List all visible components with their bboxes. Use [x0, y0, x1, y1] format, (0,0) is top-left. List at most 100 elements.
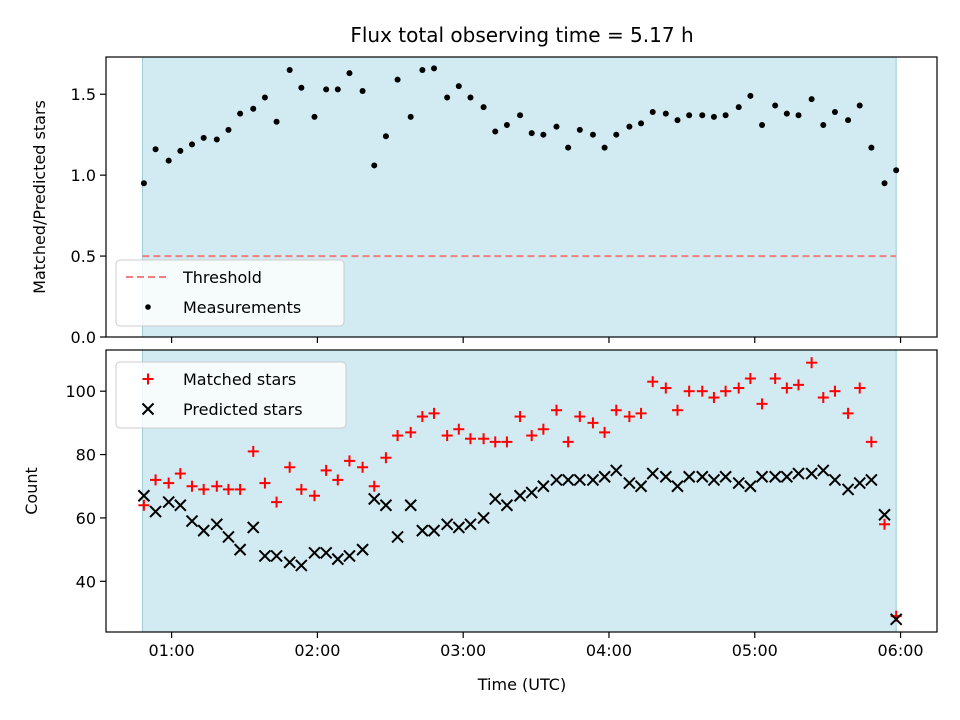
- predicted-stars-point: [440, 518, 454, 531]
- predicted-stars-point: [889, 613, 903, 626]
- matched-stars-point: [357, 461, 369, 473]
- measurement-point: [419, 66, 426, 73]
- predicted-stars-point: [623, 476, 636, 490]
- top-panel: 0.0 0.5 1.0 1.5 Matched/Predicted stars Thr…: [30, 56, 938, 347]
- x-tick-label: 06:00: [877, 641, 923, 660]
- measurement-point: [152, 146, 159, 153]
- matched-stars-point: [599, 426, 611, 438]
- measurement-point: [868, 144, 875, 151]
- y-tick-label: 40: [76, 572, 96, 591]
- legend-x-marker: [141, 402, 155, 416]
- matched-stars-point: [392, 430, 404, 442]
- measurement-point: [165, 157, 172, 164]
- measurement-point: [735, 104, 742, 111]
- measurement-point: [261, 94, 268, 101]
- matched-stars-point: [696, 385, 708, 397]
- predicted-stars-point: [696, 470, 709, 483]
- matched-stars-point: [380, 452, 392, 464]
- predicted-stars-point: [805, 467, 818, 480]
- measurement-point: [467, 94, 474, 101]
- matched-stars-point: [259, 477, 271, 489]
- measurement-point: [893, 167, 900, 174]
- predicted-stars-point: [210, 518, 224, 531]
- predicted-stars-point: [573, 473, 587, 487]
- predicted-stars-point: [247, 521, 260, 534]
- predicted-stars-point: [780, 470, 794, 483]
- matched-stars-point: [842, 407, 854, 419]
- matched-stars-point: [428, 407, 440, 419]
- predicted-stars-point: [343, 549, 356, 563]
- predicted-stars-point: [464, 518, 477, 531]
- measurement-point: [492, 128, 499, 135]
- matched-stars-point: [829, 385, 841, 397]
- matched-stars-point: [453, 423, 465, 435]
- predicted-stars-point: [149, 505, 162, 518]
- matched-stars-point: [660, 382, 672, 394]
- predicted-stars-point: [489, 492, 502, 506]
- measurement-point: [334, 86, 341, 93]
- measurement-point: [613, 131, 620, 138]
- measurement-point: [407, 113, 414, 120]
- predicted-stars-point: [308, 546, 321, 559]
- measurement-point: [480, 104, 487, 111]
- predicted-stars-point: [258, 549, 272, 563]
- measurement-point: [820, 121, 827, 128]
- measurement-point: [237, 110, 244, 117]
- matched-stars-point: [781, 382, 793, 394]
- matched-stars-point: [501, 436, 513, 448]
- bottom-panel-legend: Matched stars Predicted stars: [115, 361, 347, 429]
- predicted-stars-point: [513, 489, 527, 502]
- matched-stars-point: [623, 411, 635, 423]
- matched-stars-point: [879, 518, 891, 530]
- matched-stars-point: [683, 385, 695, 397]
- matched-stars-point: [720, 385, 732, 397]
- measurement-point: [722, 112, 729, 119]
- measurement-point: [323, 86, 330, 93]
- matched-stars-point: [733, 382, 745, 394]
- predicted-stars-point: [853, 476, 866, 490]
- predicted-stars-point: [671, 480, 684, 493]
- matched-stars-point: [514, 411, 526, 423]
- matched-stars-point: [234, 483, 246, 495]
- bottom-panel-frame: [105, 349, 938, 633]
- measurement-point: [444, 94, 451, 101]
- predicted-stars-point: [379, 499, 393, 512]
- predicted-stars-point: [233, 543, 247, 556]
- matched-stars-point: [854, 382, 866, 394]
- measurement-point: [674, 117, 681, 124]
- x-axis-label: Time (UTC): [477, 675, 566, 694]
- predicted-stars-point: [792, 467, 805, 480]
- legend-box: [115, 259, 345, 327]
- measurement-point: [250, 105, 257, 112]
- measurements-legend-swatch: [145, 304, 151, 310]
- matched-stars-point: [769, 373, 781, 385]
- matched-stars-point: [150, 474, 162, 486]
- predicted-stars-point: [586, 473, 600, 487]
- top-panel-marks: [140, 65, 900, 258]
- measurement-point: [528, 130, 535, 137]
- predicted-stars-point: [270, 549, 283, 563]
- matched-stars-point: [441, 430, 453, 442]
- legend-box: [115, 361, 347, 429]
- predicted-stars-point: [525, 486, 538, 499]
- measurement-point: [213, 136, 220, 143]
- measurement-point: [140, 180, 147, 187]
- matched-stars-point: [793, 379, 804, 391]
- matched-stars-point: [478, 433, 490, 445]
- x-tick-label: 03:00: [440, 641, 486, 660]
- predicted-stars-point: [404, 499, 417, 512]
- measurement-point: [189, 141, 196, 148]
- matched-stars-point: [574, 411, 586, 423]
- y-tick-label: 60: [76, 509, 96, 528]
- predicted-stars-point: [319, 546, 333, 559]
- y-tick-label: 1.0: [71, 166, 96, 185]
- measurement-point: [710, 113, 717, 120]
- measurement-point: [783, 110, 790, 117]
- matched-stars-point: [368, 480, 380, 492]
- predicted-stars-point: [682, 470, 696, 483]
- matched-stars-point: [308, 490, 320, 502]
- predicted-stars-point: [707, 473, 721, 487]
- measurement-point: [881, 180, 888, 187]
- measurement-point: [795, 112, 802, 119]
- measurement-point: [455, 83, 462, 90]
